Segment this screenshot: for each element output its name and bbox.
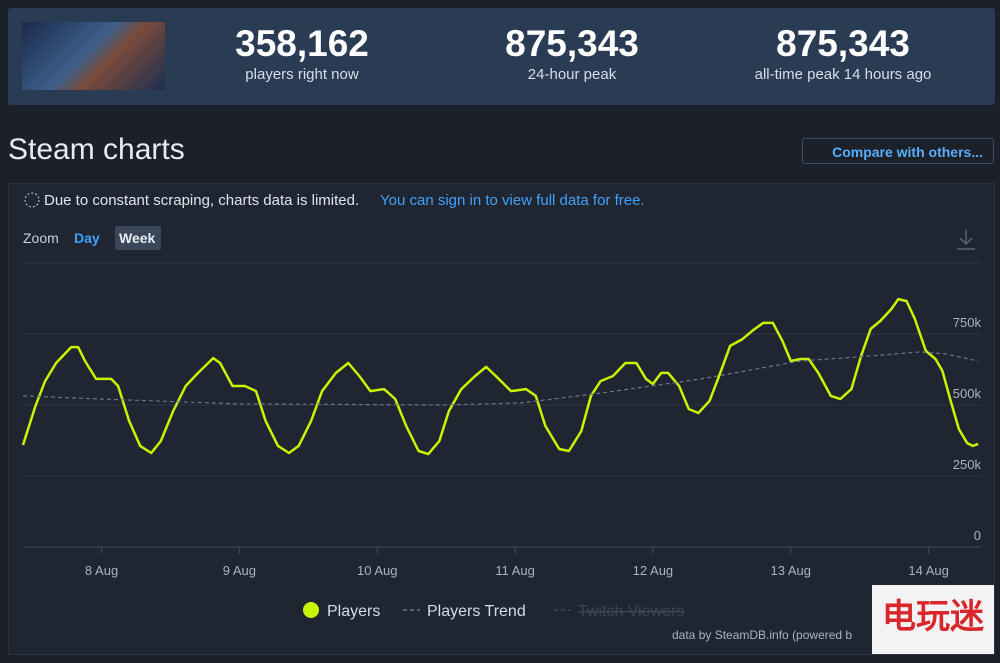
x-tick-label: 12 Aug <box>633 563 674 578</box>
section-title: Steam charts <box>8 133 185 166</box>
notice-link[interactable]: You can sign in to view full data for fr… <box>380 192 645 209</box>
stat: 358,162 players right now <box>172 22 432 83</box>
stat-label: all-time peak 14 hours ago <box>754 66 932 83</box>
x-tick-label: 10 Aug <box>357 563 398 578</box>
watermark: 电玩迷 <box>882 598 985 636</box>
zoom-active-bg <box>115 226 161 250</box>
stat-label: 24-hour peak <box>527 66 617 83</box>
series-line <box>21 297 979 456</box>
y-tick-label: 0 <box>974 528 981 543</box>
stat-value: 875,343 <box>776 23 910 64</box>
stat-label: players right now <box>245 66 359 83</box>
x-tick-label: 13 Aug <box>771 563 812 578</box>
zoom-label: Zoom <box>23 230 59 246</box>
zoom-option[interactable]: Week <box>119 230 156 246</box>
x-tick-label: 14 Aug <box>908 563 949 578</box>
legend-label[interactable]: Players <box>327 603 380 620</box>
stat-value: 358,162 <box>235 23 369 64</box>
chart-panel: Due to constant scraping, charts data is… <box>8 183 995 655</box>
footer: data by SteamDB.info (powered b <box>672 628 852 642</box>
chart: Due to constant scraping, charts data is… <box>21 192 994 655</box>
x-tick-label: 11 Aug <box>495 563 535 578</box>
legend-label[interactable]: Twitch Viewers <box>578 603 684 620</box>
notice-icon <box>24 192 40 208</box>
legend-label[interactable]: Players Trend <box>427 603 526 620</box>
watermark-bg <box>872 585 994 655</box>
x-tick-label: 8 Aug <box>85 563 118 578</box>
y-tick-label: 250k <box>953 457 982 472</box>
stats-panel: 358,162 players right now 875,343 24-hour … <box>8 8 995 105</box>
stat: 875,343 all-time peak 14 hours ago <box>713 22 973 83</box>
zoom-option[interactable]: Day <box>74 230 100 246</box>
y-tick-label: 500k <box>953 386 982 401</box>
legend-marker <box>303 602 319 618</box>
download-icon[interactable] <box>957 230 975 250</box>
x-tick-label: 9 Aug <box>223 563 256 578</box>
stat-value: 875,343 <box>505 23 639 64</box>
stat: 875,343 24-hour peak <box>442 22 702 83</box>
y-tick-label: 750k <box>953 315 982 330</box>
compare-button[interactable]: Compare with others... <box>802 138 994 164</box>
series-line <box>22 351 979 406</box>
notice-text: Due to constant scraping, charts data is… <box>44 192 359 209</box>
game-thumbnail[interactable] <box>22 22 165 90</box>
